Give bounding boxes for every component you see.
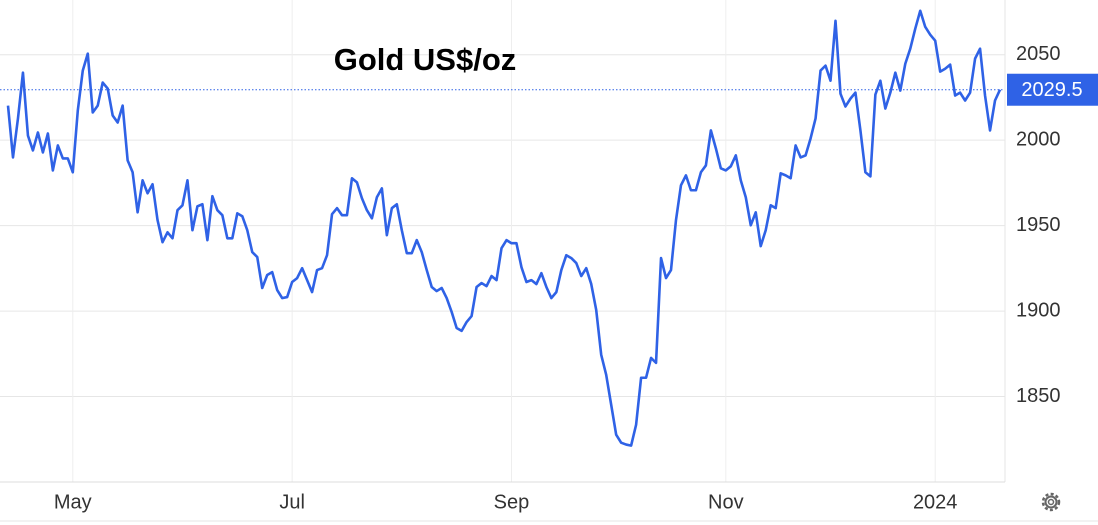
- chart-title: Gold US$/oz: [334, 42, 517, 77]
- last-price-badge: [1007, 73, 1098, 106]
- y-tick-label: 2000: [1016, 128, 1061, 150]
- gear-ring: [1044, 495, 1058, 509]
- settings-icon[interactable]: [1041, 492, 1061, 512]
- y-tick-label: 1850: [1016, 385, 1061, 407]
- x-tick-label: Sep: [494, 491, 530, 513]
- x-tick-label: Nov: [708, 491, 744, 513]
- last-price-label: 2029.5: [1021, 79, 1082, 101]
- gear-teeth: [1041, 492, 1061, 512]
- x-tick-label: May: [54, 491, 92, 513]
- y-tick-label: 1950: [1016, 214, 1061, 236]
- y-tick-label: 2050: [1016, 43, 1061, 65]
- gear-hub: [1047, 498, 1055, 506]
- x-tick-label: Jul: [279, 491, 305, 513]
- x-tick-label: 2024: [913, 491, 958, 513]
- plot-layer: 1850 1900 1950 2000 2050 May Jul Sep Nov 2024 2029…: [0, 0, 1098, 513]
- y-tick-label: 1900: [1016, 299, 1061, 321]
- price-line: [6, 9, 1002, 447]
